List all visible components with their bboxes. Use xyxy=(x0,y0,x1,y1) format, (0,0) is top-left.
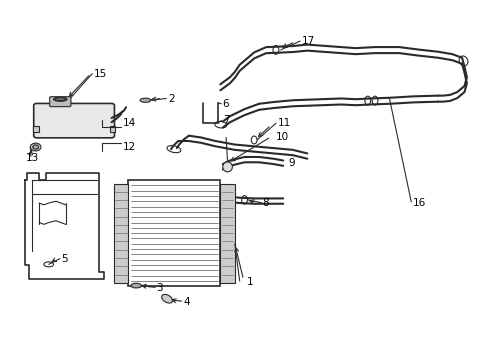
Bar xyxy=(128,180,220,286)
Text: 3: 3 xyxy=(156,283,163,293)
Text: 9: 9 xyxy=(287,158,294,168)
Text: 12: 12 xyxy=(122,142,136,152)
FancyBboxPatch shape xyxy=(50,97,71,107)
Bar xyxy=(114,184,128,283)
Text: 15: 15 xyxy=(94,69,107,79)
Bar xyxy=(220,184,234,283)
Text: 16: 16 xyxy=(412,198,425,208)
Text: 4: 4 xyxy=(183,297,189,307)
Text: 1: 1 xyxy=(246,277,253,287)
Bar xyxy=(33,126,39,132)
Ellipse shape xyxy=(131,283,141,288)
Ellipse shape xyxy=(223,162,232,172)
Ellipse shape xyxy=(162,294,172,303)
Text: 17: 17 xyxy=(301,36,314,46)
Text: 6: 6 xyxy=(223,99,229,109)
Ellipse shape xyxy=(140,98,150,102)
Ellipse shape xyxy=(55,98,65,100)
Text: 7: 7 xyxy=(223,116,229,125)
Bar xyxy=(109,126,115,132)
Text: 2: 2 xyxy=(168,94,174,104)
Text: 11: 11 xyxy=(277,118,290,128)
Text: 5: 5 xyxy=(61,255,67,264)
Ellipse shape xyxy=(33,145,39,149)
Text: 10: 10 xyxy=(275,132,288,142)
Text: 13: 13 xyxy=(26,153,39,163)
Ellipse shape xyxy=(53,97,67,101)
Text: 8: 8 xyxy=(262,198,268,208)
Ellipse shape xyxy=(30,143,41,151)
Text: 14: 14 xyxy=(122,118,136,128)
FancyBboxPatch shape xyxy=(34,103,114,138)
